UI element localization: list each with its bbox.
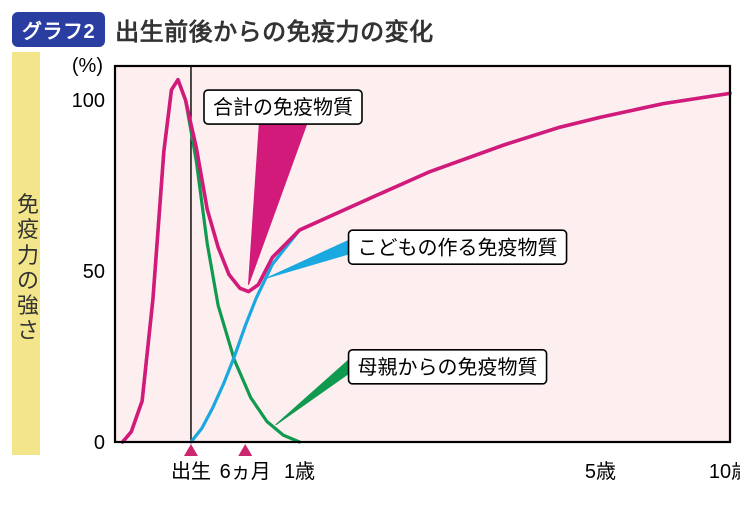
y-axis-band: 免疫力の強さ <box>12 52 40 455</box>
y-tick-label: 0 <box>94 432 105 454</box>
figure-title: 出生前後からの免疫力の変化 <box>115 12 434 47</box>
x-tick-label: 出生 <box>171 460 211 483</box>
chart-svg: (%) 0 50 100 出生 6ヵ月 1歳 5歳 10歳 合計の免疫物質こどもの作る免疫物質母親… <box>40 52 740 497</box>
x-marker-triangle <box>238 444 252 456</box>
callout-text-child: こどもの作る免疫物質 <box>358 236 558 259</box>
x-marker-triangle <box>184 444 198 456</box>
x-tick-label: 5歳 <box>585 460 616 483</box>
y-tick-label: 50 <box>83 261 105 283</box>
y-axis-label: 免疫力の強さ <box>17 192 37 344</box>
graph-badge: グラフ2 <box>12 12 105 47</box>
y-tick-label: 100 <box>72 90 105 112</box>
x-tick-label: 1歳 <box>284 460 315 483</box>
title-row: グラフ2 出生前後からの免疫力の変化 <box>12 12 434 47</box>
figure: グラフ2 出生前後からの免疫力の変化 免疫力の強さ (%) 0 50 100 出生 6ヵ月… <box>0 0 748 509</box>
x-tick-label: 10歳 <box>709 460 740 483</box>
x-tick-label: 6ヵ月 <box>220 461 271 483</box>
callout-text-total: 合計の免疫物質 <box>213 96 353 119</box>
y-unit-label: (%) <box>72 55 103 77</box>
callout-text-maternal: 母親からの免疫物質 <box>358 356 538 379</box>
